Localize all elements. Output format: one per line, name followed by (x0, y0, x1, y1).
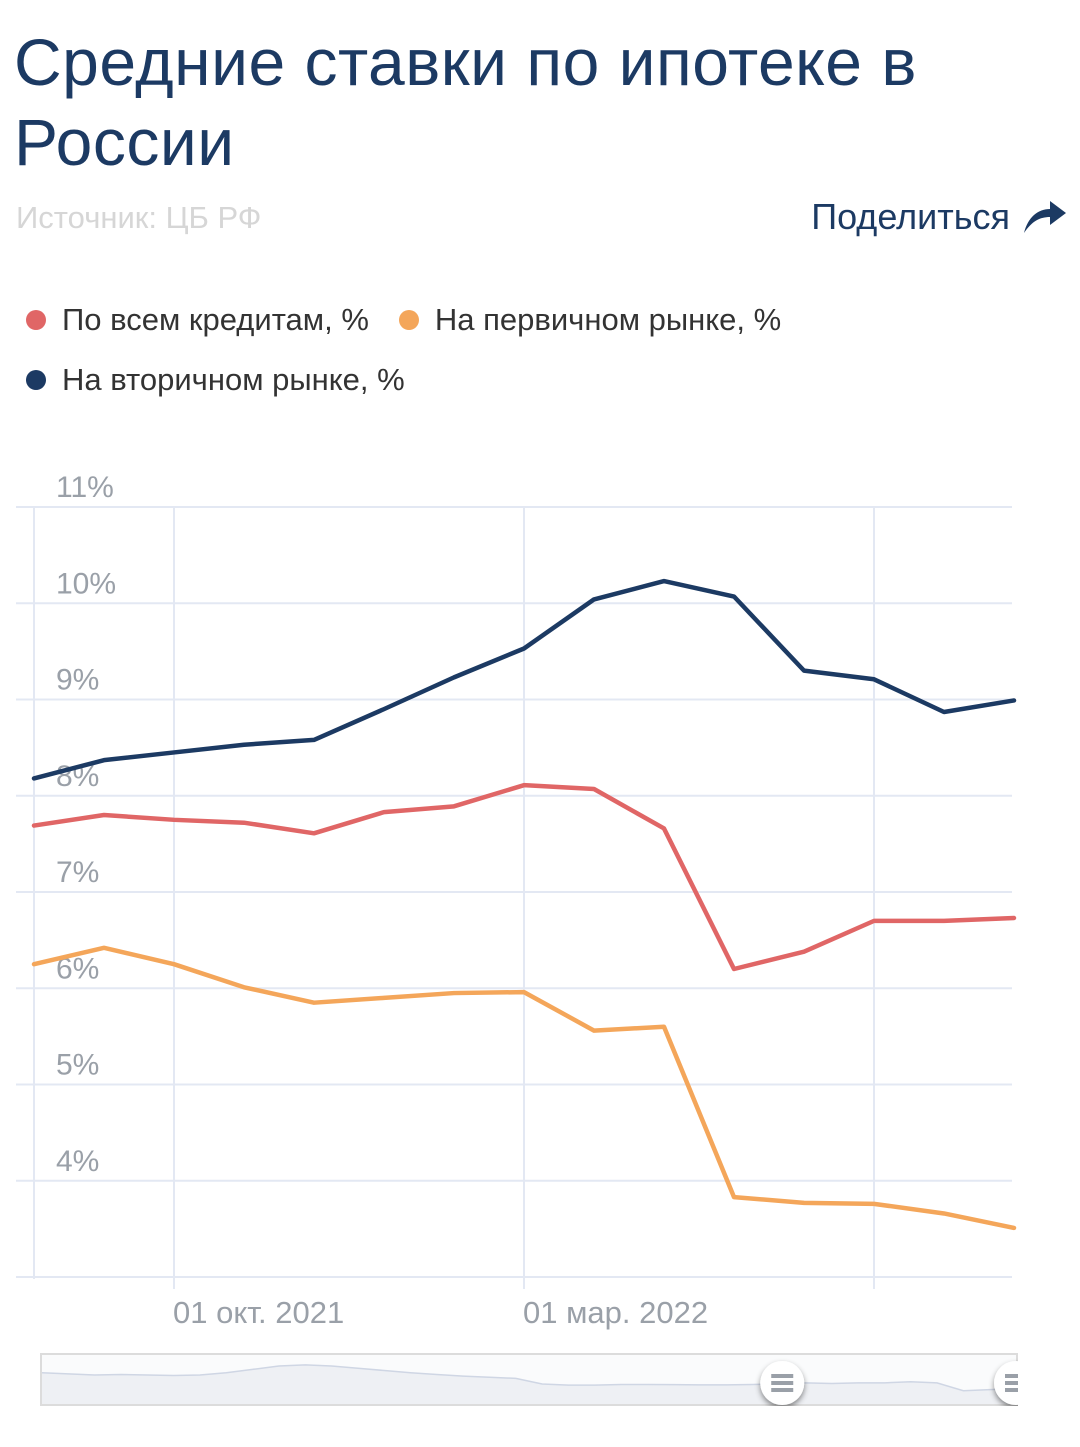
grid-layer (16, 506, 1012, 1289)
x-tick-label: 01 мар. 2022 (523, 1295, 708, 1330)
legend-item-all-credits[interactable]: По всем кредитам, % (26, 302, 369, 338)
line-chart[interactable]: 4%5%6%7%8%9%10%11% 01 окт. 2021 01 мар. 2… (0, 440, 1080, 1350)
grip-icon (771, 1374, 794, 1378)
share-label: Поделиться (811, 196, 1010, 237)
legend-label: На первичном рынке, % (434, 302, 782, 337)
y-tick-label: 11% (56, 471, 114, 504)
x-tick-label: 01 окт. 2021 (173, 1295, 344, 1330)
y-tick-label: 9% (56, 664, 99, 697)
range-navigator[interactable] (40, 1353, 1018, 1406)
y-tick-label: 7% (56, 856, 99, 889)
y-tick-label: 5% (56, 1049, 99, 1082)
navigator-line (41, 1364, 1017, 1392)
legend-item-primary-market[interactable]: На первичном рынке, % (398, 302, 782, 338)
navigator-handle-left[interactable] (760, 1361, 805, 1405)
series-line-secondary-market[interactable] (31, 578, 1017, 781)
legend-dot-icon (26, 310, 46, 330)
grip-icon (1005, 1381, 1018, 1385)
grip-icon (771, 1381, 794, 1385)
grip-icon (1005, 1388, 1018, 1392)
series-layer (31, 578, 1017, 1231)
navigator-handle-right[interactable] (994, 1361, 1018, 1405)
legend-dot-icon (26, 370, 46, 390)
series-line-all-credits[interactable] (31, 782, 1017, 972)
grip-icon (1005, 1374, 1018, 1378)
chart-legend: По всем кредитам, % На первичном рынке, … (26, 290, 1066, 410)
page-title: Средние ставки по ипотеке в России (14, 25, 917, 179)
series-line-primary-market[interactable] (31, 945, 1017, 1231)
y-tick-label: 10% (56, 567, 116, 600)
y-tick-label: 4% (56, 1145, 99, 1178)
share-button[interactable]: Поделиться (811, 196, 1068, 238)
x-axis-labels: 01 окт. 2021 01 мар. 2022 (173, 1295, 708, 1330)
legend-label: На вторичном рынке, % (62, 362, 405, 397)
y-axis-labels: 4%5%6%7%8%9%10%11% (56, 471, 116, 1178)
share-arrow-icon (1024, 201, 1066, 233)
source-label: Источник: ЦБ РФ (16, 200, 262, 235)
legend-item-secondary-market[interactable]: На вторичном рынке, % (26, 362, 405, 398)
legend-label: По всем кредитам, % (62, 302, 369, 337)
grip-icon (771, 1388, 794, 1392)
legend-dot-icon (398, 310, 419, 330)
